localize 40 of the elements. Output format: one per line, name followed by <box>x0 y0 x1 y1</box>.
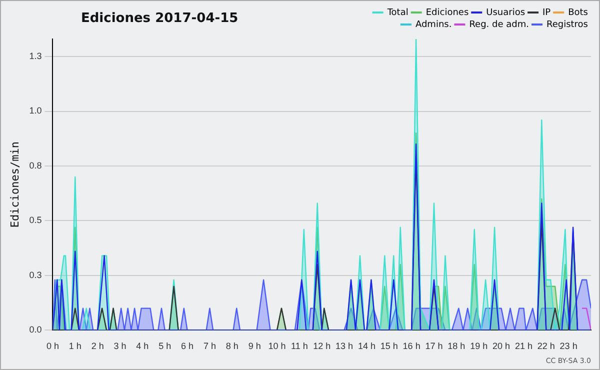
y-tick-label: 0.8 <box>29 160 42 170</box>
x-tick-label: 14 h <box>358 341 376 352</box>
x-tick-label: 7 h <box>203 341 216 352</box>
y-tick-label: 1.3 <box>29 51 42 61</box>
x-tick-label: 8 h <box>226 341 238 352</box>
legend-label: Total <box>386 8 408 18</box>
legend-label: Usuarios <box>486 8 526 18</box>
x-tick-label: 22 h <box>537 341 555 352</box>
legend-label: Ediciones <box>426 8 469 18</box>
legend-label: Bots <box>568 8 588 18</box>
chart-title: Ediciones 2017-04-15 <box>81 11 238 26</box>
y-axis-title: Ediciones/min <box>8 142 22 228</box>
y-tick-label: 1.0 <box>29 106 42 116</box>
x-tick-label: 9 h <box>248 341 261 352</box>
x-tick-label: 10 h <box>268 341 286 352</box>
legend-label: IP <box>542 8 552 18</box>
x-tick-label: 2 h <box>91 341 104 352</box>
x-tick-label: 1 h <box>68 341 82 352</box>
y-tick-label: 0.5 <box>29 215 42 226</box>
x-tick-label: 6 h <box>181 341 194 352</box>
x-tick-label: 0 h <box>46 341 59 352</box>
x-tick-label: 19 h <box>470 341 488 352</box>
x-tick-label: 21 h <box>514 341 532 352</box>
x-tick-label: 4 h <box>136 341 149 352</box>
x-tick-label: 15 h <box>380 341 398 352</box>
y-tick-label: 0.0 <box>29 324 42 335</box>
x-tick-label: 18 h <box>448 341 466 352</box>
x-tick-label: 11 h <box>290 341 308 352</box>
x-tick-label: 23 h <box>560 341 578 352</box>
legend-label: Registros <box>546 20 588 30</box>
x-tick-label: 12 h <box>313 341 331 352</box>
x-tick-label: 3 h <box>114 341 126 352</box>
x-tick-label: 16 h <box>402 341 420 352</box>
x-tick-label: 17 h <box>425 341 443 352</box>
x-tick-label: 20 h <box>492 341 510 352</box>
legend-label: Reg. de adm. <box>469 20 529 30</box>
y-tick-label: 0.3 <box>29 270 42 280</box>
x-tick-label: 13 h <box>336 341 354 352</box>
legend-label: Admins. <box>415 20 452 30</box>
x-tick-label: 5 h <box>158 341 172 352</box>
